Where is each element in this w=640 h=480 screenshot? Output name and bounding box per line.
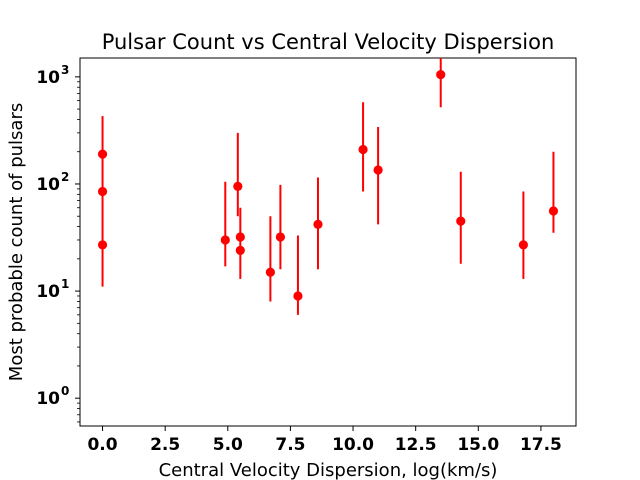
x-tick-label: 0.0 <box>87 435 117 455</box>
x-tick-label: 7.5 <box>275 435 305 455</box>
data-point <box>548 206 559 216</box>
x-axis: 0.0 2.5 5.0 7.5 10.0 12.5 15.0 17.5 <box>87 426 562 455</box>
data-point <box>97 186 108 197</box>
data-point <box>358 144 368 155</box>
data-point <box>518 240 528 250</box>
data-point <box>233 181 243 191</box>
data-point <box>235 232 245 242</box>
data-point <box>235 245 245 255</box>
y-tick-exponent: 0 <box>61 384 69 398</box>
x-tick-label: 15.0 <box>457 435 499 455</box>
plot-frame <box>79 57 577 427</box>
y-tick-exponent: 2 <box>61 170 69 184</box>
data-point <box>436 69 446 80</box>
x-tick-label: 17.5 <box>520 435 562 455</box>
y-tick-exponent: 3 <box>61 63 69 77</box>
y-tick-label: 10 <box>36 389 60 409</box>
y-tick-exponent: 1 <box>61 277 69 291</box>
y-axis-label: Most probable count of pulsars <box>6 103 27 381</box>
data-point <box>97 149 108 159</box>
data-point <box>313 219 323 229</box>
x-axis-label: Central Velocity Dispersion, log(km/s) <box>159 460 498 480</box>
plot-area <box>79 57 577 427</box>
data-point <box>293 291 303 301</box>
data-point <box>456 216 466 226</box>
x-tick-label: 2.5 <box>150 435 180 455</box>
y-tick-label: 10 <box>36 175 60 195</box>
y-tick-label: 10 <box>36 68 60 88</box>
data-point <box>373 165 383 175</box>
data-point <box>275 232 286 242</box>
x-tick-label: 5.0 <box>213 435 243 455</box>
error-bars <box>101 58 555 315</box>
y-tick-label: 10 <box>36 282 60 302</box>
data-point <box>97 240 108 250</box>
data-points <box>97 69 559 301</box>
chart-title: Pulsar Count vs Central Velocity Dispers… <box>102 30 555 54</box>
x-tick-label: 12.5 <box>395 435 437 455</box>
data-point <box>220 235 230 245</box>
x-tick-label: 10.0 <box>332 435 374 455</box>
data-point <box>265 267 275 277</box>
